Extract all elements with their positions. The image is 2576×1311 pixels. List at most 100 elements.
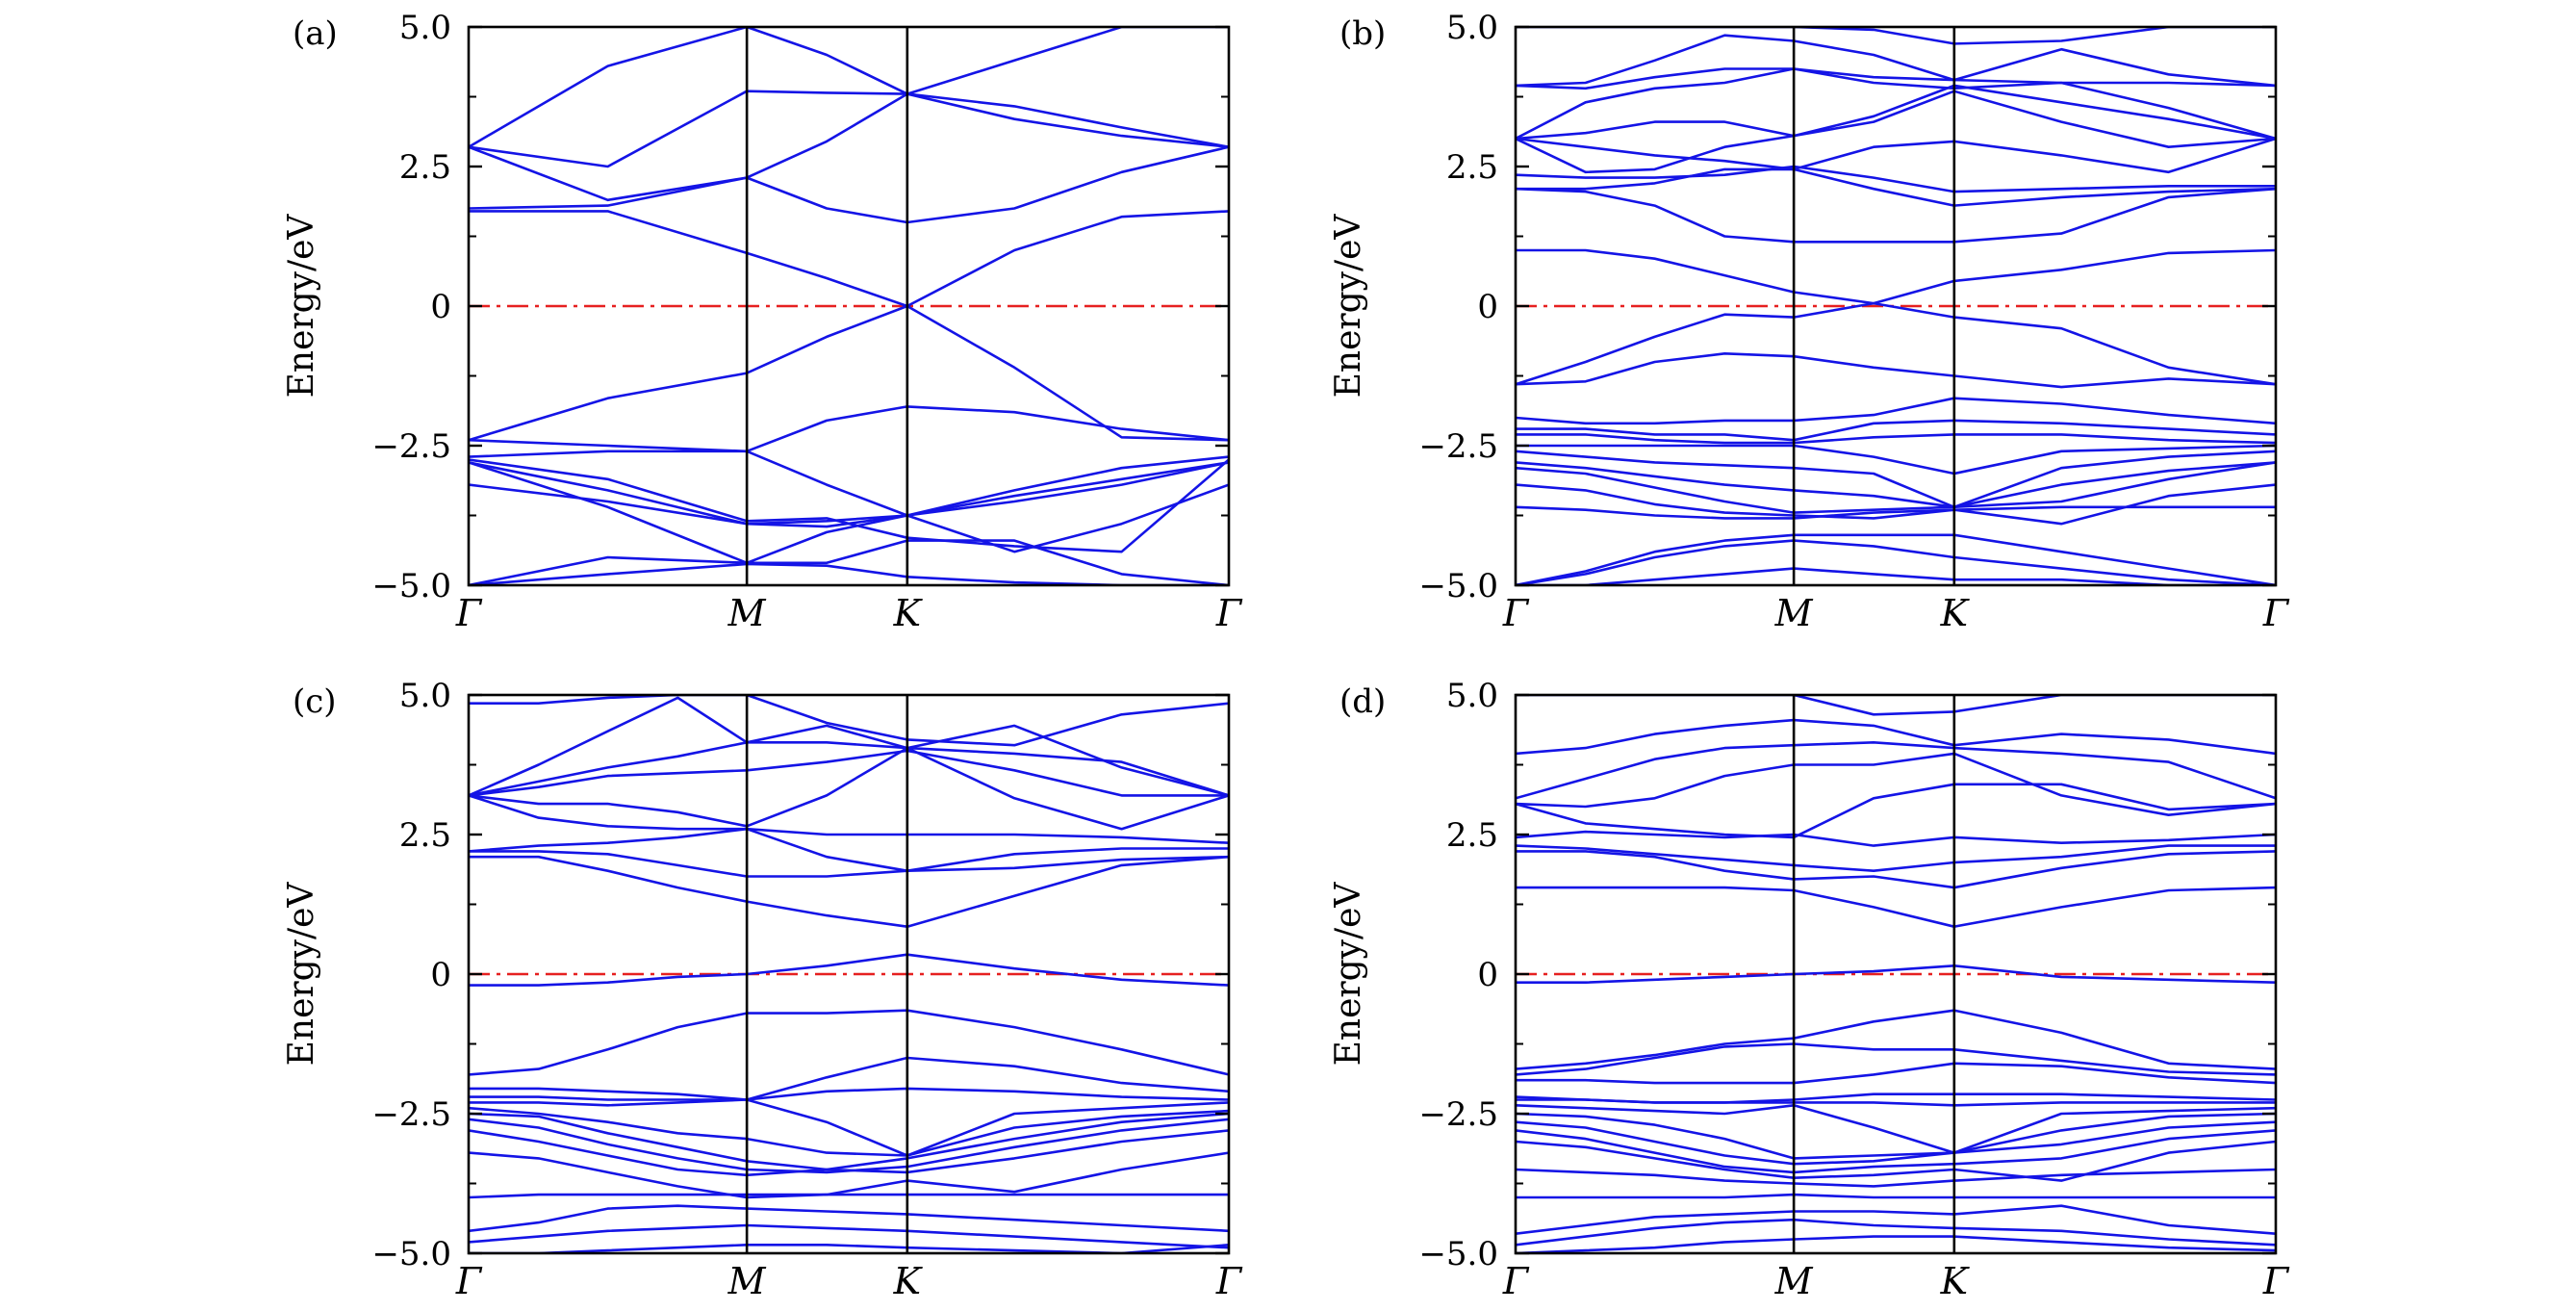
ytick-label: 5.0 — [399, 9, 451, 47]
band-line-8 — [469, 1112, 1229, 1171]
ytick-label: −5.0 — [371, 1235, 451, 1273]
ytick-label: 0 — [1477, 288, 1498, 326]
band-line-6 — [469, 458, 1229, 553]
kpoint-label: Γ — [455, 1260, 483, 1302]
band-line-22 — [469, 696, 1229, 797]
band-line-5 — [469, 1151, 1229, 1199]
kpoint-label: K — [1940, 592, 1971, 634]
band-line-14 — [1516, 1042, 2276, 1076]
ytick-label: −2.5 — [1418, 427, 1498, 466]
panel-d: −5.0 −2.5 0 2.5 5.0 Γ M K Γ Energy/eV (d) — [1329, 677, 2290, 1302]
band-line-14 — [469, 953, 1229, 987]
band-line-7 — [469, 450, 1229, 517]
band-line-13 — [469, 1009, 1229, 1076]
band-line-2 — [1516, 1218, 2276, 1247]
panel-label: (d) — [1339, 682, 1386, 721]
band-line-1 — [469, 1244, 1229, 1253]
band-line-12 — [469, 92, 1229, 202]
ytick-label: 0 — [430, 956, 451, 994]
band-line-12 — [469, 1056, 1229, 1101]
kpoint-label: K — [893, 592, 924, 634]
band-line-25 — [1516, 27, 2276, 45]
band-line-21 — [469, 740, 1229, 797]
band-line-22 — [1516, 752, 2276, 817]
kpoint-label: Γ — [1215, 592, 1243, 634]
band-line-9 — [1516, 1112, 2276, 1160]
ytick-label: 0 — [1477, 956, 1498, 994]
band-line-21 — [1516, 84, 2276, 141]
kpoint-label: Γ — [1502, 1260, 1530, 1302]
ytick-label: 5.0 — [1446, 9, 1498, 47]
band-line-20 — [469, 749, 1229, 797]
ytick-label: −5.0 — [1418, 567, 1498, 605]
band-line-14 — [469, 27, 1229, 148]
band-line-9 — [469, 1106, 1229, 1157]
y-axis-label: Energy/eV — [282, 882, 321, 1067]
kpoint-label: M — [727, 592, 767, 634]
band-line-19 — [1516, 844, 2276, 873]
band-line-17 — [1516, 167, 2276, 207]
band-line-19 — [1516, 137, 2276, 174]
ytick-label: 5.0 — [1446, 677, 1498, 715]
band-line-4 — [1516, 505, 2276, 520]
band-line-17 — [469, 827, 1229, 873]
band-line-15 — [1516, 248, 2276, 305]
band-line-23 — [1516, 740, 2276, 800]
band-line-5 — [1516, 1168, 2276, 1188]
band-line-11 — [469, 145, 1229, 224]
ytick-label: −2.5 — [1418, 1095, 1498, 1134]
band-line-20 — [1516, 90, 2276, 174]
band-line-15 — [469, 855, 1229, 929]
band-line-23 — [469, 695, 1229, 747]
kpoint-label: Γ — [2262, 592, 2290, 634]
band-line-14 — [1516, 301, 2276, 386]
band-line-18 — [1516, 850, 2276, 889]
bands — [1516, 695, 2276, 1253]
band-line-1 — [1516, 539, 2276, 585]
band-line-4 — [469, 1193, 1229, 1199]
band-line-3 — [469, 483, 1229, 553]
band-line-10 — [469, 210, 1229, 308]
band-line-1 — [1516, 1235, 2276, 1253]
ytick-label: 0 — [430, 288, 451, 326]
ytick-label: 2.5 — [399, 816, 451, 855]
kpoint-label: M — [1774, 592, 1814, 634]
ytick-label: −2.5 — [371, 427, 451, 466]
band-line-17 — [1516, 886, 2276, 929]
y-axis-label: Energy/eV — [1329, 882, 1368, 1067]
band-line-4 — [469, 461, 1229, 565]
band-line-18 — [1516, 165, 2276, 193]
panel-label: (c) — [293, 682, 337, 721]
band-line-19 — [469, 746, 1229, 831]
band-line-7 — [469, 1118, 1229, 1174]
band-line-3 — [469, 1204, 1229, 1233]
ytick-label: 2.5 — [399, 148, 451, 187]
band-line-15 — [1516, 1009, 2276, 1070]
band-line-5 — [1516, 483, 2276, 526]
ytick-label: 2.5 — [1446, 816, 1498, 855]
panel-a: −5.0 −2.5 0 2.5 5.0 Γ M K Γ Energy/eV (a) — [282, 9, 1243, 634]
kpoint-label: K — [1940, 1260, 1971, 1302]
band-line-9 — [469, 304, 1229, 442]
band-line-16 — [469, 850, 1229, 878]
band-line-11 — [1516, 419, 2276, 442]
band-line-6 — [1516, 461, 2276, 514]
y-axis-label: Energy/eV — [1329, 214, 1368, 398]
band-line-8 — [1516, 450, 2276, 509]
band-line-7 — [1516, 461, 2276, 509]
bands — [469, 27, 1229, 585]
band-line-16 — [1516, 187, 2276, 244]
ytick-label: −2.5 — [371, 1095, 451, 1134]
band-line-2 — [469, 1223, 1229, 1249]
kpoint-label: Γ — [1215, 1260, 1243, 1302]
ytick-label: −5.0 — [1418, 1235, 1498, 1273]
ytick-label: 2.5 — [1446, 148, 1498, 187]
band-line-25 — [1516, 695, 2276, 716]
band-line-8 — [469, 405, 1229, 453]
band-line-3 — [1516, 1204, 2276, 1235]
band-line-20 — [1516, 830, 2276, 847]
band-line-12 — [1516, 397, 2276, 425]
band-line-7 — [1516, 1129, 2276, 1174]
band-line-9 — [1516, 444, 2276, 476]
